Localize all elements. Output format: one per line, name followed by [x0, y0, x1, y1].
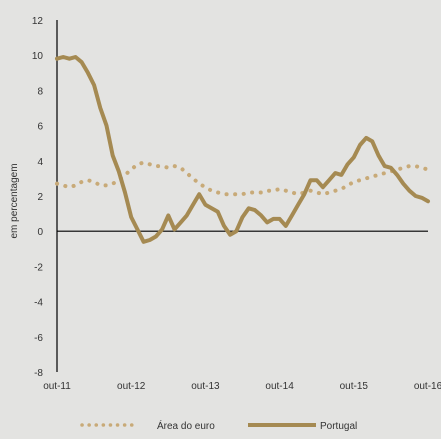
y-tick-label: -8	[34, 368, 43, 379]
y-tick-label: -6	[34, 333, 43, 344]
y-axis-label: em percentagem	[9, 163, 20, 238]
y-tick-label: 10	[32, 51, 44, 62]
x-tick-label: out-13	[191, 381, 220, 392]
x-tick-label: out-12	[117, 381, 146, 392]
y-tick-label: -4	[34, 298, 43, 309]
legend-item-portugal: Portugal	[248, 421, 357, 432]
series-line-portugal	[55, 55, 430, 244]
y-tick-label: 6	[37, 122, 43, 133]
y-tick-label: 0	[37, 227, 43, 238]
y-tick-label: -2	[34, 262, 43, 273]
x-tick-label: out-11	[43, 381, 71, 392]
y-tick-label: 4	[37, 157, 43, 168]
legend: Área do euro Portugal	[80, 419, 357, 432]
legend-label-area-do-euro: Área do euro	[157, 419, 215, 432]
legend-label-portugal: Portugal	[320, 421, 357, 432]
x-tick-label: out-16	[414, 381, 441, 392]
legend-item-area-do-euro: Área do euro	[80, 419, 215, 432]
y-tick-label: 2	[37, 192, 43, 203]
y-tick-label: 8	[37, 86, 43, 97]
x-tick-label: out-14	[265, 381, 294, 392]
y-tick-label: 12	[32, 16, 44, 27]
series-line-area-do-euro	[55, 160, 430, 197]
x-tick-label: out-15	[340, 381, 369, 392]
